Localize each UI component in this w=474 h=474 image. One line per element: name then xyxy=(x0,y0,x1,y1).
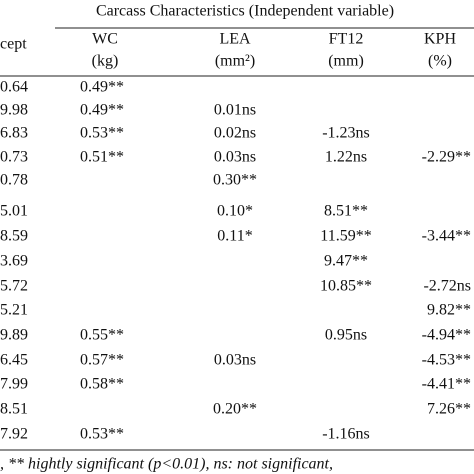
table-cell: 10.85** xyxy=(320,278,372,295)
table-cell: -4.94** xyxy=(422,327,471,344)
column-header: LEA xyxy=(219,31,251,48)
table-cell: 9.98 xyxy=(0,102,28,119)
table-cell: 0.95ns xyxy=(325,327,367,344)
table-cell: 1.22ns xyxy=(325,149,367,166)
column-header: FT12 xyxy=(329,31,364,48)
table-cell: 0.11* xyxy=(217,228,252,245)
table-cell: -1.16ns xyxy=(322,426,370,443)
table-cell: 9.47** xyxy=(324,253,368,270)
table-cell: 0.49** xyxy=(80,79,124,96)
table-cell: 6.83 xyxy=(0,125,28,142)
table-cell: -2.29** xyxy=(422,149,471,166)
table-cell: 0.53** xyxy=(80,426,124,443)
table-cell: 0.58** xyxy=(80,376,124,393)
table-cell: -1.23ns xyxy=(322,125,370,142)
table-cell: 11.59** xyxy=(320,228,371,245)
column-header: KPH xyxy=(424,31,456,48)
table-cell: 8.51 xyxy=(0,401,28,418)
table-cell: -4.53** xyxy=(422,352,471,369)
table-cell: 0.20** xyxy=(213,401,257,418)
column-header: (%) xyxy=(428,53,452,70)
table-cell: 8.51** xyxy=(324,203,368,220)
table-cell: 0.78 xyxy=(0,172,28,189)
table-cell: -4.41** xyxy=(422,376,471,393)
table-cell: 0.51** xyxy=(80,149,124,166)
table-cell: 9.89 xyxy=(0,327,28,344)
footnote: , ** hightly significant (p<0.01), ns: n… xyxy=(0,456,333,473)
table-cell: 0.03ns xyxy=(214,352,256,369)
column-header: WC xyxy=(92,31,118,48)
table-title: Carcass Characteristics (Independent var… xyxy=(96,3,394,20)
table-cell: 0.64 xyxy=(0,79,28,96)
table-cell: -3.44** xyxy=(422,228,471,245)
table-cell: 5.21 xyxy=(0,302,28,319)
table-cell: 7.26** xyxy=(427,401,471,418)
table-cell: 8.59 xyxy=(0,228,28,245)
table-cell: 6.45 xyxy=(0,352,28,369)
table-cell: 3.69 xyxy=(0,253,28,270)
column-header: (mm²) xyxy=(215,53,255,70)
table-cell: 0.10* xyxy=(217,203,253,220)
column-header: (mm) xyxy=(328,53,364,70)
table-cell: 0.57** xyxy=(80,352,124,369)
column-header: cept xyxy=(0,36,27,53)
table-cell: 7.99 xyxy=(0,376,28,393)
table-cell: 0.49** xyxy=(80,102,124,119)
table-cell: 9.82** xyxy=(427,302,471,319)
table-cell: 0.53** xyxy=(80,125,124,142)
table-cell: 0.02ns xyxy=(214,125,256,142)
table-cell: 0.03ns xyxy=(214,149,256,166)
column-header: (kg) xyxy=(92,53,119,70)
table-cell: 0.30** xyxy=(213,172,257,189)
table-cell: 5.72 xyxy=(0,278,28,295)
table-cell: 5.01 xyxy=(0,203,28,220)
table-cell: 0.55** xyxy=(80,327,124,344)
table-cell: 0.01ns xyxy=(214,102,256,119)
table-cell: -2.72ns xyxy=(423,278,471,295)
table-cell: 7.92 xyxy=(0,426,28,443)
table-cell: 0.73 xyxy=(0,149,28,166)
